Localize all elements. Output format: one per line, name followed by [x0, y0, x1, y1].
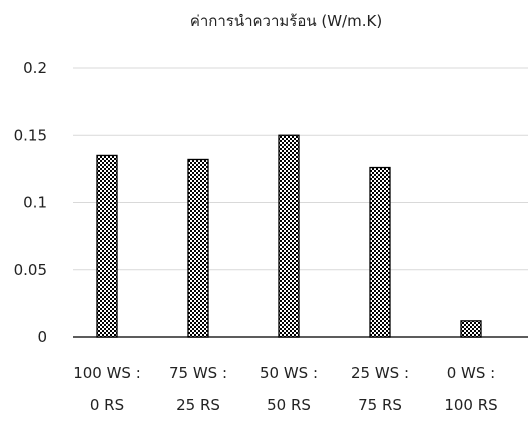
bar — [460, 320, 482, 338]
y-tick-label: 0.05 — [14, 261, 47, 279]
x-category-label: 50 RS — [267, 396, 311, 414]
x-category-label: 25 RS — [176, 396, 220, 414]
x-axis-categories: 100 WS : 0 RS 75 WS : 25 RS 50 WS : 50 RS 25 W… — [73, 364, 497, 414]
bar — [96, 154, 118, 338]
x-category-label: 100 WS : — [73, 364, 141, 382]
y-tick-label: 0 — [37, 328, 47, 346]
x-category-label: 100 RS — [444, 396, 497, 414]
x-category-label: 75 WS : — [169, 364, 227, 382]
x-category-label: 75 RS — [358, 396, 402, 414]
bar — [278, 134, 300, 338]
y-tick-label: 0.15 — [14, 126, 47, 144]
bar — [369, 166, 391, 338]
chart-title: ค่าการนำความร้อน (W/m.K) — [190, 12, 382, 30]
x-category-label: 0 WS : — [447, 364, 496, 382]
bars — [96, 134, 482, 338]
gridlines — [73, 67, 528, 338]
x-category-label: 0 RS — [90, 396, 124, 414]
x-category-label: 50 WS : — [260, 364, 318, 382]
bar — [187, 158, 209, 338]
y-tick-label: 0.1 — [23, 194, 47, 212]
y-tick-label: 0.2 — [23, 59, 47, 77]
x-category-label: 25 WS : — [351, 364, 409, 382]
y-axis-ticks: 0 0.05 0.1 0.15 0.2 — [14, 59, 47, 346]
